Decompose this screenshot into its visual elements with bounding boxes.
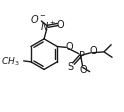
Text: O: O bbox=[79, 64, 87, 74]
Text: $N^+$: $N^+$ bbox=[40, 20, 56, 33]
Text: P: P bbox=[78, 50, 85, 60]
Text: $O^-$: $O^-$ bbox=[30, 13, 47, 25]
Text: O: O bbox=[65, 41, 73, 51]
Text: O: O bbox=[56, 19, 64, 29]
Text: S: S bbox=[68, 62, 74, 72]
Text: $CH_3$: $CH_3$ bbox=[1, 55, 19, 68]
Text: O: O bbox=[89, 46, 97, 56]
